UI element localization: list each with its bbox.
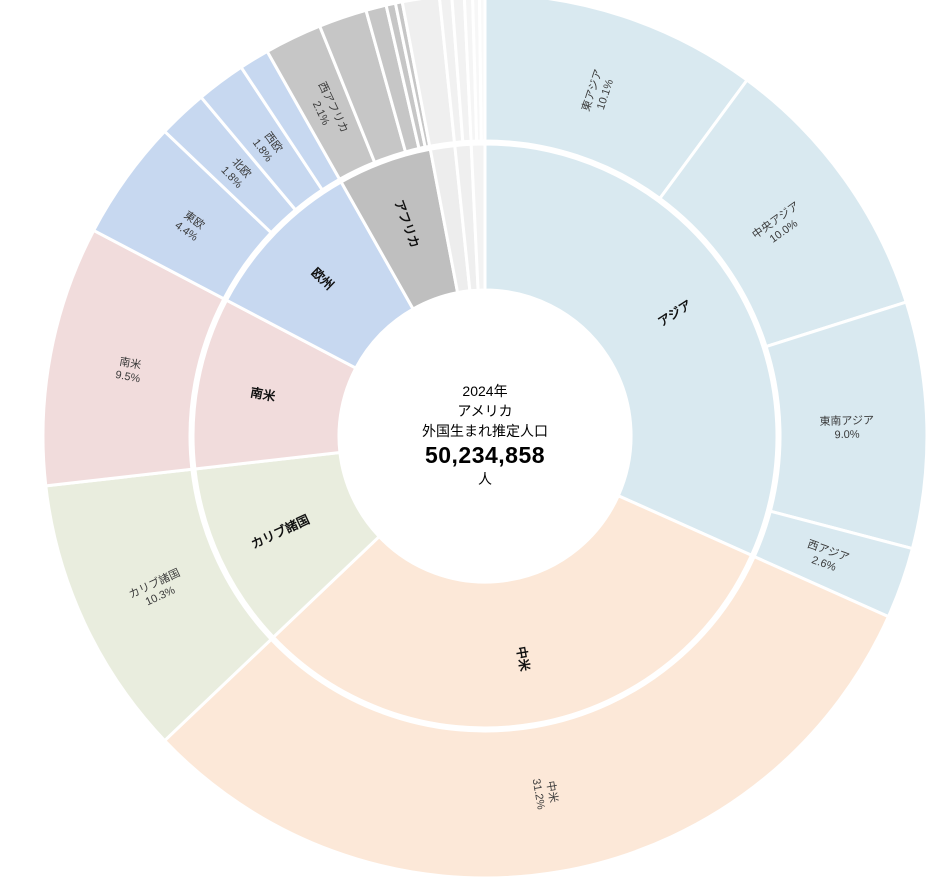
outer-label-中米-pct: 31.2% — [530, 778, 547, 811]
outer-segment-unlabeled-8-2[interactable] — [477, 0, 487, 143]
center-measure: 外国生まれ推定人口 — [422, 423, 548, 439]
center-total-value: 50,234,858 — [424, 442, 546, 468]
outer-label-東南アジア-text: 東南アジア — [819, 414, 874, 428]
outer-segment-中米[interactable] — [163, 555, 890, 880]
center-year: 2024年 — [462, 383, 508, 399]
outer-label-東南アジア-pct: 9.0% — [834, 429, 860, 442]
inner-label-中米: 中米 — [514, 645, 533, 673]
outer-label-南米: 南米9.5% — [114, 355, 142, 385]
outer-label-南米-pct: 9.5% — [114, 369, 141, 385]
center-label: 2024年 アメリカ 外国生まれ推定人口 50,234,858 人 — [335, 381, 635, 489]
inner-label-南米: 南米 — [249, 385, 277, 404]
inner-segment-中米[interactable] — [271, 494, 753, 730]
center-place: アメリカ — [457, 403, 513, 419]
outer-label-南米-text: 南米 — [118, 355, 142, 372]
inner-label-中米-text: 中米 — [514, 645, 533, 673]
inner-segment-unlabeled-8[interactable] — [469, 142, 487, 292]
outer-label-中米-text: 中米 — [544, 780, 561, 804]
inner-label-南米-text: 南米 — [249, 385, 277, 404]
center-unit: 人 — [478, 471, 492, 487]
inner-segment-アジア[interactable] — [483, 142, 779, 557]
